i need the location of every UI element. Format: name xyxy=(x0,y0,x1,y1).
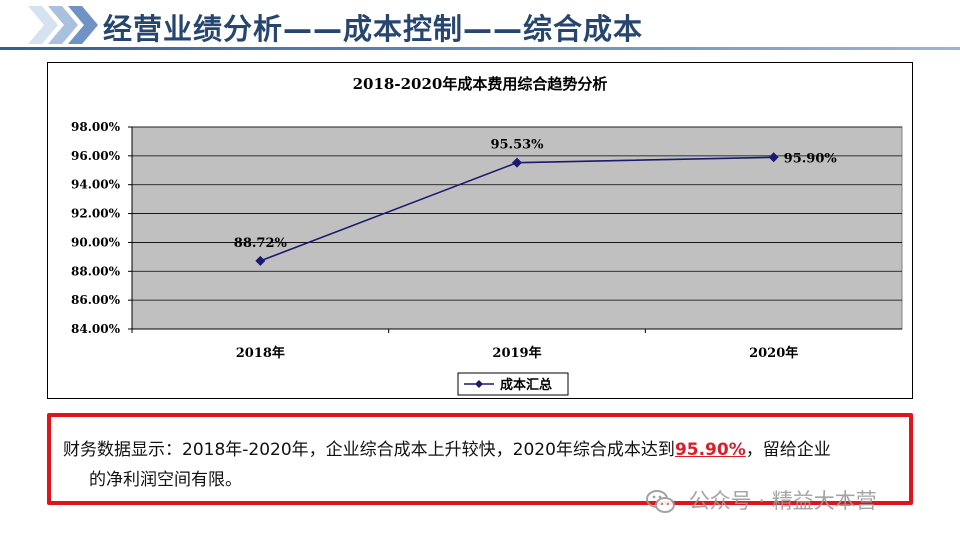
note-text: 财务数据显示：2018年-2020年，企业综合成本上升较快，2020年综合成本达… xyxy=(63,435,903,495)
data-point xyxy=(768,152,779,163)
data-point xyxy=(512,157,522,168)
data-label: 95.90% xyxy=(784,151,838,166)
legend-box xyxy=(457,372,569,396)
legend-label: 成本汇总 xyxy=(500,377,552,393)
y-tick-label: 98.00% xyxy=(71,120,121,134)
note-highlight: 95.90% xyxy=(674,440,746,460)
header-bar: 经营业绩分析——成本控制——综合成本 xyxy=(0,0,960,50)
x-tick-label: 2018年 xyxy=(236,345,285,361)
chart-title: 2018-2020年成本费用综合趋势分析 xyxy=(353,75,608,93)
y-tick-label: 90.00% xyxy=(71,235,121,249)
wechat-icon xyxy=(646,490,675,513)
note-prefix: 财务数据显示：2018年-2020年，企业综合成本上升较快，2020年综合成本达… xyxy=(63,440,675,460)
chevron-arrows-icon xyxy=(28,6,98,44)
y-tick-label: 92.00% xyxy=(71,207,121,221)
data-label: 88.72% xyxy=(234,236,288,251)
y-tick-label: 96.00% xyxy=(71,149,121,163)
y-tick-label: 88.00% xyxy=(71,264,121,278)
data-label: 95.53% xyxy=(490,138,544,153)
page-title: 经营业绩分析——成本控制——综合成本 xyxy=(103,12,644,46)
y-tick-label: 94.00% xyxy=(71,178,121,192)
line-chart: 2018-2020年成本费用综合趋势分析 98.00% 96.00% 94.00% 92… xyxy=(71,75,903,396)
data-point xyxy=(255,255,266,266)
note-box: 财务数据显示：2018年-2020年，企业综合成本上升较快，2020年综合成本达… xyxy=(47,413,913,505)
x-tick-label: 2020年 xyxy=(749,345,798,361)
x-tick-label: 2019年 xyxy=(492,345,541,361)
chart-frame: 2018-2020年成本费用综合趋势分析 98.00% 96.00% 94.00% 92… xyxy=(47,62,913,399)
watermark: 公众号 · 精益大本营 xyxy=(646,485,877,515)
note-line2: 的净利润空间有限。 xyxy=(89,470,242,490)
watermark-text: 公众号 · 精益大本营 xyxy=(688,489,877,513)
legend-marker xyxy=(475,380,483,388)
header-divider xyxy=(0,47,960,50)
y-tick-label: 84.00% xyxy=(71,322,121,336)
note-suffix: ，留给企业 xyxy=(745,440,831,460)
y-tick-label: 86.00% xyxy=(71,293,121,307)
